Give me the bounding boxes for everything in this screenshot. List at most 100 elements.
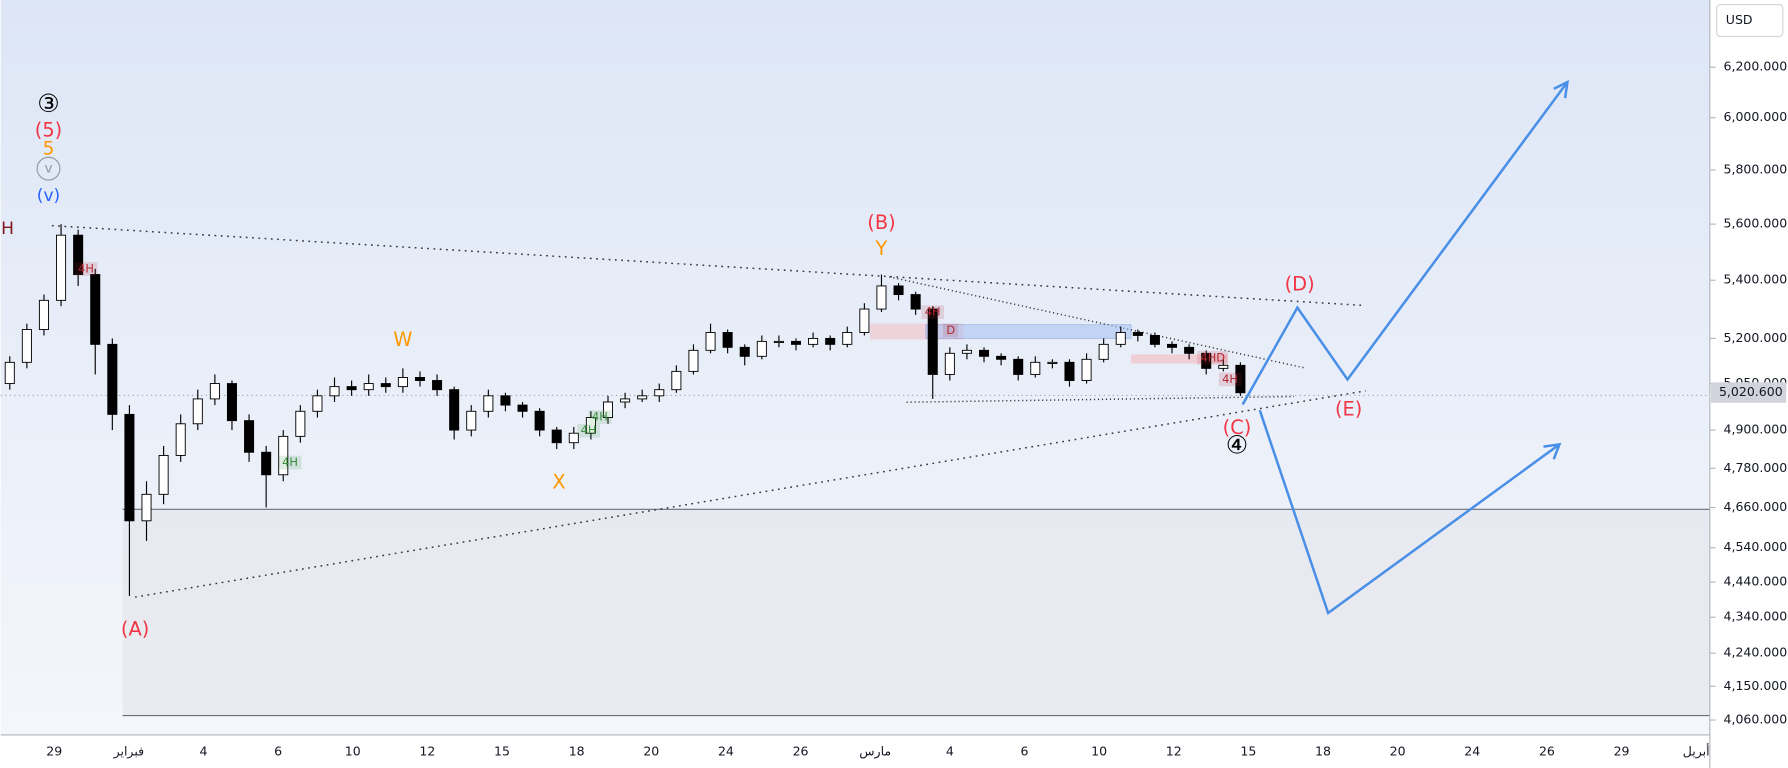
candle-body [1030,361,1041,375]
candle-body [808,337,819,345]
candle-body [244,420,255,453]
currency-label[interactable]: USD [1726,12,1753,27]
candle-body [1047,361,1058,364]
zone [1131,354,1228,364]
candle-body [739,346,750,357]
candle-body [414,377,425,381]
x-tick-label: 18 [569,744,585,759]
candle-body [483,395,494,412]
candle-body [90,274,101,345]
timeframe-tag: D [946,323,955,337]
candle-body [1184,346,1195,354]
wave-label: (A) [121,618,149,641]
y-tick-label: 6,200.000 [1724,59,1788,74]
candle-body [654,389,665,397]
x-tick-label: 15 [494,744,510,759]
candle-body [4,361,15,385]
candle-body [996,355,1007,360]
candle-body [773,340,784,343]
wave-label: (D) [1285,272,1315,295]
x-tick-label: 18 [1315,744,1331,759]
x-tick-label: أبريل [1683,743,1710,760]
candle-body [1064,361,1075,381]
candle-body [551,429,562,444]
candle-body [825,337,836,345]
candle-body [620,398,631,403]
x-tick-label: 15 [1240,744,1256,759]
candle-body [1132,332,1143,336]
projection-arrow [1258,409,1561,616]
timeframe-tag-bg [577,423,601,438]
x-tick-label: 26 [793,744,809,759]
candle-body [637,395,648,400]
candle-body [21,329,32,363]
timeframe-tag-bg [74,262,98,276]
timeframe-tag-bg [1218,372,1242,387]
candle-body [500,395,511,406]
timeframe-tag: 4H [925,305,941,319]
timeframe-tag-bg [1197,350,1228,365]
x-tick-label: 20 [643,744,659,759]
candle-body [158,454,169,495]
timeframe-tag-bg [942,323,958,338]
candle-body [722,332,733,348]
timeframe-tag-bg [278,455,302,470]
y-tick-label: 4,440.000 [1724,574,1788,589]
candle-body [329,386,340,397]
candle-body [73,234,84,275]
x-tick-label: 12 [419,744,435,759]
y-tick-label: 5,200.000 [1724,330,1788,345]
candle-body [466,410,477,431]
wave-label: (B) [867,211,895,234]
annotations: ③(5)5v(v)H (B)YWX(A)(C)④(D)(E)4H4H4H4H4HD… [1,89,1362,641]
x-tick-label: 12 [1166,744,1182,759]
candle-body [312,395,323,412]
timeframe-tag: 4H [78,261,94,275]
candle-body [346,386,357,391]
wave-label: H [1,219,14,239]
x-tick-label: 4 [199,744,207,759]
y-tick-label: 4,340.000 [1724,609,1788,624]
candle-body [226,383,237,422]
x-tick-label: 10 [1091,744,1107,759]
candle-body [1235,364,1246,394]
candle-body [124,413,135,522]
wave-label: Y [875,237,888,260]
timeframe-tag: 4H [282,455,298,469]
timeframe-tag: 4H [581,423,597,437]
y-tick-label: 4,540.000 [1724,539,1788,554]
shaded-zone [122,509,1710,716]
timeframe-tag: 4HD [1201,350,1226,364]
lower-trendline [134,390,1366,598]
candle-body [175,423,186,456]
y-tick-label: 4,780.000 [1724,460,1788,475]
last-price-tag [1710,382,1787,403]
currency-button[interactable] [1716,3,1784,38]
wave-label: (C) [1223,416,1252,439]
x-tick-label: 24 [1464,744,1480,759]
x-tick-label: 6 [274,744,282,759]
wave-label: (v) [37,186,60,206]
candle-body [192,398,203,425]
x-tick-label: 26 [1539,744,1555,759]
candle-body [756,340,767,357]
x-tick-label: 10 [345,744,361,759]
wave-label: ③ [37,89,59,118]
timeframe-tag-bg [588,410,612,424]
candle-body [38,299,49,331]
y-tick-label: 5,800.000 [1724,162,1788,177]
timeframe-tag-bg [921,305,945,320]
x-tick-label: 6 [1020,744,1028,759]
candle-body [688,349,699,372]
candle-body [585,417,596,434]
candle-body [859,308,870,333]
candle-body [1081,358,1092,381]
y-tick-label: 5,400.000 [1724,272,1788,287]
candle-body [1115,332,1126,345]
y-tick-label: 5,600.000 [1724,216,1788,231]
candle-body [1201,352,1212,369]
wave-label: W [393,328,412,351]
candle-body [1098,343,1109,360]
x-tick-label: 29 [1614,744,1630,759]
